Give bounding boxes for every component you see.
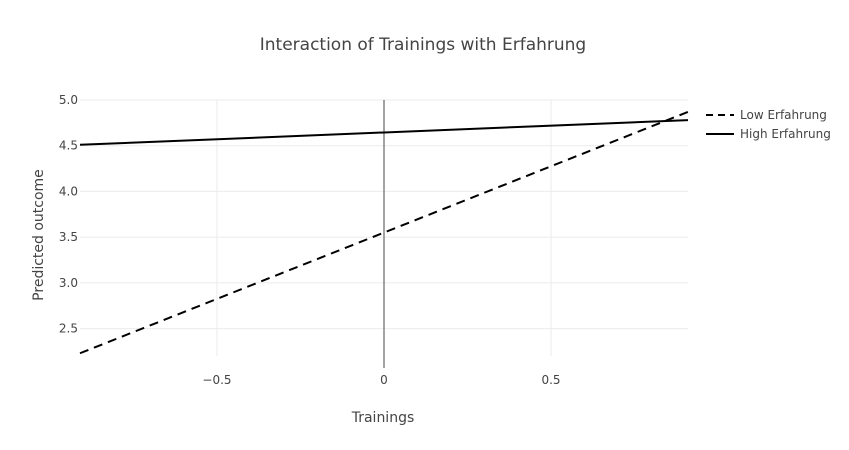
x-axis-title: Trainings [351,410,415,426]
series-line-high-erfahrung [79,119,689,146]
y-tick-label: 5.0 [59,93,78,107]
y-tick-label: 2.5 [59,322,78,336]
legend: Low Erfahrung High Erfahrung [706,108,831,141]
chart-title: Interaction of Trainings with Erfahrung [260,35,586,55]
x-tick-label: 0.5 [541,373,560,387]
legend-label: Low Erfahrung [740,108,827,122]
x-tick-label: 0 [380,373,388,387]
y-tick-label: 3.5 [59,230,78,244]
series-line-low-erfahrung [79,110,689,355]
y-tick-label: 4.5 [59,139,78,153]
y-tick-label: 3.0 [59,276,78,290]
tick-label-layer: 2.5 3.0 3.5 4.0 4.5 5.0 −0.5 0 0.5 [59,93,561,387]
y-tick-label: 4.0 [59,184,78,198]
y-axis-title: Predicted outcome [31,169,47,301]
legend-label: High Erfahrung [740,127,831,141]
series-layer [79,110,689,355]
x-tick-label: −0.5 [202,373,231,387]
